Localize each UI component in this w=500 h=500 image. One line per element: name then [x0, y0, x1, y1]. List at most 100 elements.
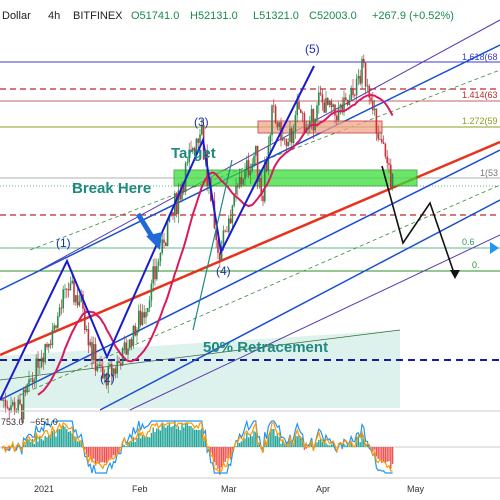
header-low: L51321.0 [253, 10, 299, 22]
candle-up [129, 339, 131, 349]
moving-average-line [37, 94, 394, 396]
candle-down [118, 361, 120, 364]
candle-up [107, 366, 109, 386]
histogram-bar [136, 437, 138, 447]
projection-path [381, 165, 456, 277]
histogram-bar [37, 441, 39, 447]
candle-up [148, 300, 151, 309]
wave-label-5: (5) [305, 42, 320, 56]
candle-up [188, 149, 190, 163]
histogram-bar [190, 425, 192, 447]
candle-down [336, 115, 338, 121]
header-close: C52003.0 [309, 10, 357, 22]
elliott-wave-lines [0, 65, 315, 401]
candle-up [222, 230, 225, 247]
candle-up [62, 289, 64, 309]
histogram-bar [237, 440, 239, 447]
histogram-bar [246, 432, 248, 447]
candle-down [19, 399, 21, 405]
histogram-bar [373, 447, 376, 450]
candle-up [238, 177, 241, 188]
candle-up [116, 361, 118, 374]
histogram-bar [58, 429, 61, 447]
candle-up [48, 343, 50, 348]
candle-down [76, 295, 79, 306]
histogram-bar [346, 445, 349, 447]
fib-label-1414: 1.414(63 [462, 90, 498, 100]
histogram-bar [66, 429, 68, 447]
candle-down [217, 240, 219, 253]
candle-up [93, 344, 95, 361]
candle-down [364, 63, 367, 87]
candle-up [361, 58, 363, 84]
histogram-bar [267, 435, 270, 447]
histogram-bar [271, 428, 273, 447]
candle-up [244, 169, 246, 180]
header-open: O51741.0 [131, 10, 179, 22]
histogram-bar [57, 428, 59, 447]
histogram-bar [328, 445, 331, 447]
candle-up [136, 329, 138, 336]
candle-down [100, 364, 102, 367]
candle-down [377, 133, 379, 140]
histogram-bar [213, 447, 216, 462]
candle-up [12, 402, 14, 406]
histogram-bar [242, 438, 244, 447]
histogram-bar [247, 437, 250, 447]
candle-down [172, 212, 174, 215]
histogram-bar [372, 447, 374, 452]
candle-up [53, 325, 55, 330]
histogram-bar [166, 425, 169, 447]
histogram-bar [229, 447, 232, 460]
candle-down [359, 75, 361, 84]
candle-down [24, 389, 27, 393]
histogram-bar [150, 432, 153, 447]
histogram-bar [102, 447, 104, 463]
candle-up [246, 160, 248, 170]
fib-label-1: 1(53 [480, 168, 498, 178]
candle-down [345, 97, 347, 100]
histogram-bar [130, 442, 133, 447]
header-exchange: BITFINEX [73, 10, 123, 22]
chart-header: Dollar 4h BITFINEX O51741.0 H52131.0 L51… [2, 10, 454, 22]
breakout-zone [173, 169, 418, 187]
histogram-bar [183, 427, 185, 447]
x-tick-feb: Feb [132, 484, 148, 494]
candle-up [112, 368, 115, 377]
histogram-bar [71, 433, 73, 447]
candle-down [274, 106, 277, 124]
candle-down [363, 58, 365, 64]
histogram-bar [8, 447, 10, 452]
candle-down [262, 195, 264, 202]
candle-up [71, 280, 73, 284]
candle-up [109, 364, 111, 367]
histogram-bar [345, 445, 347, 447]
histogram-bar [177, 426, 180, 447]
histogram-bar [165, 427, 167, 447]
histogram-bar [112, 447, 115, 456]
candle-down [372, 100, 374, 111]
fib-label-1618: 1.618(68 [462, 52, 498, 62]
candle-up [80, 294, 82, 302]
candle-down [283, 138, 286, 140]
histogram-bar [93, 447, 95, 459]
histogram-bar [105, 447, 108, 463]
candle-down [42, 357, 45, 363]
x-tick-apr: Apr [316, 484, 330, 494]
candle-down [265, 161, 268, 172]
fib-label-1272: 1.272(59 [462, 116, 498, 126]
projection-arrowhead [450, 270, 460, 279]
histogram-bar [188, 425, 190, 447]
candle-up [328, 101, 331, 105]
histogram-bar [357, 436, 360, 447]
histogram-bar [64, 426, 66, 447]
histogram-bar [381, 447, 383, 463]
candle-up [186, 162, 189, 164]
histogram-bar [134, 442, 136, 447]
histogram-bar [319, 437, 322, 447]
histogram-bar [197, 430, 199, 447]
histogram-bar [114, 447, 117, 458]
histogram-bar [46, 437, 48, 447]
